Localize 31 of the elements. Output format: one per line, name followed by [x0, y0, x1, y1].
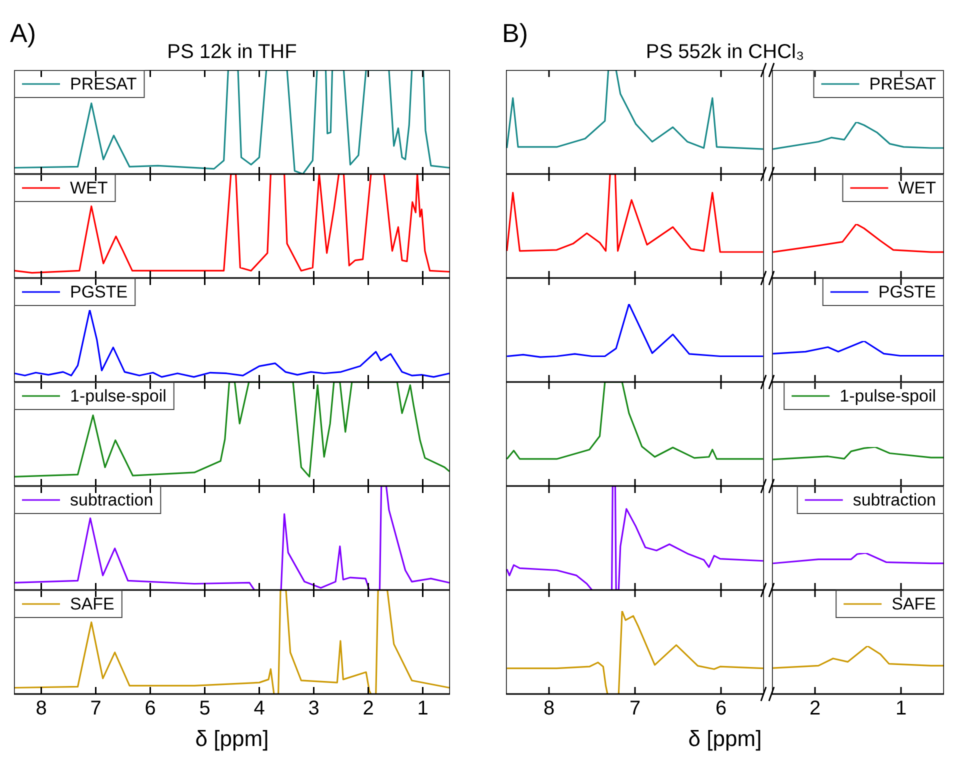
x-tick-label: 5 [199, 698, 210, 720]
x-tick-label: 6 [715, 698, 727, 720]
legend-label: SAFE [892, 594, 936, 614]
legend-label: 1-pulse-spoil [70, 386, 166, 406]
x-tick-label: 1 [895, 698, 907, 720]
legend-label: subtraction [852, 490, 936, 510]
legend-label: WET [70, 178, 108, 198]
x-tick-label: 2 [362, 698, 374, 720]
x-axis-title: δ [ppm] [687, 725, 763, 753]
chart-title: PS 552k in CHCl₃ [646, 41, 804, 63]
x-tick-label: 4 [254, 698, 265, 720]
x-tick-label: 1 [417, 698, 428, 720]
x-tick-label: 6 [144, 698, 156, 720]
x-tick-label: 2 [809, 698, 821, 720]
x-tick-label: 8 [36, 698, 47, 720]
x-axis-title: δ [ppm] [194, 725, 270, 753]
x-tick-label: 3 [308, 698, 320, 720]
x-tick-label: 7 [90, 698, 102, 720]
text: WET [898, 178, 936, 198]
legend-label: PGSTE [70, 282, 128, 302]
chart-title: PS 12k in THF [167, 41, 297, 63]
x-tick-label: 7 [629, 698, 641, 720]
text: A) [10, 18, 36, 49]
legend-label: subtraction [70, 490, 154, 510]
legend-label: PGSTE [878, 282, 936, 302]
legend-label: PRESAT [70, 74, 137, 94]
legend-label: 1-pulse-spoil [840, 386, 936, 406]
x-tick-label: 8 [543, 698, 555, 720]
legend-label: PRESAT [869, 74, 936, 94]
text: B) [502, 18, 528, 49]
legend-label: SAFE [70, 594, 114, 614]
